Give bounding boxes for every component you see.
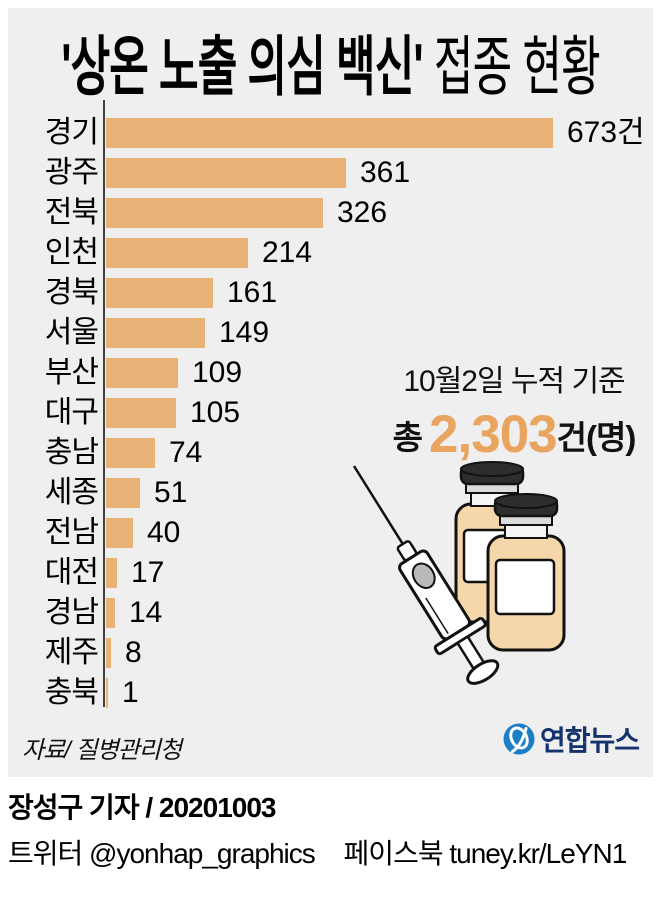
value-label: 326 <box>337 196 388 229</box>
chart-row: 광주 361 <box>8 158 653 188</box>
chart-row: 전남 40 <box>8 518 653 548</box>
value-label: 214 <box>262 236 313 269</box>
title-rest: 접종 현황 <box>422 30 601 104</box>
total-value: 2,303 <box>429 405 558 464</box>
bar <box>106 238 248 268</box>
value-label: 40 <box>147 516 181 549</box>
bar <box>106 438 155 468</box>
syringe-icon <box>352 465 500 685</box>
region-label: 전남 <box>44 516 99 549</box>
chart-row: 충남 74 <box>8 438 653 468</box>
chart-row: 경북 161 <box>8 278 653 308</box>
bar <box>106 678 108 708</box>
value-label: 361 <box>360 156 411 189</box>
total-annotation: 10월2일 누적 기준 총 2,303 건(명) <box>368 356 653 465</box>
chart-row: 대전 17 <box>8 558 653 588</box>
bar <box>106 158 346 188</box>
region-label: 광주 <box>44 156 99 189</box>
yonhap-globe-icon <box>503 723 535 755</box>
value-label: 74 <box>169 436 203 469</box>
chart-row: 세종 51 <box>8 478 653 508</box>
bar <box>106 478 140 508</box>
region-label: 충북 <box>44 676 99 709</box>
value-label: 8 <box>125 636 142 669</box>
bar <box>106 118 553 148</box>
vial-icon <box>486 493 566 652</box>
title-quoted: '상온 노출 의심 백신' <box>61 30 423 104</box>
chart-row: 인천 214 <box>8 238 653 268</box>
region-label: 부산 <box>44 356 99 389</box>
chart-axis-line <box>103 100 105 707</box>
footer-social: 트위터 @yonhap_graphics 페이스북 tuney.kr/LeYN1 <box>8 832 628 872</box>
value-label: 105 <box>190 396 241 429</box>
footer-facebook: 페이스북 tuney.kr/LeYN1 <box>343 838 628 869</box>
value-label: 1 <box>122 676 139 709</box>
syringe-vials-illustration <box>352 461 566 685</box>
chart-row: 전북 326 <box>8 198 653 228</box>
total-suffix: 건(명) <box>556 418 637 456</box>
bar <box>106 598 115 628</box>
chart-row: 경남 14 <box>8 598 653 628</box>
region-label: 인천 <box>44 236 99 269</box>
region-label: 대전 <box>44 556 99 589</box>
bar <box>106 558 117 588</box>
chart-row: 대구 105 <box>8 398 653 428</box>
value-label: 149 <box>219 316 270 349</box>
region-label: 대구 <box>44 396 99 429</box>
value-label: 673건 <box>567 116 645 149</box>
bar <box>106 398 176 428</box>
chart-row: 경기 673건 <box>8 118 653 148</box>
bar <box>106 518 133 548</box>
logo-wordmark: 연합뉴스 <box>540 725 640 756</box>
byline: 장성구 기자 / 20201003 <box>8 792 276 823</box>
value-label: 17 <box>131 556 165 589</box>
region-label: 서울 <box>44 316 99 349</box>
footer-twitter: 트위터 @yonhap_graphics <box>8 838 316 869</box>
region-label: 충남 <box>44 436 99 469</box>
bar <box>106 358 178 388</box>
chart-row: 충북 1 <box>8 678 653 708</box>
region-label: 전북 <box>44 196 99 229</box>
bar <box>106 278 213 308</box>
annotation-total: 총 2,303 건(명) <box>368 404 653 465</box>
bar <box>106 318 205 348</box>
yonhap-logo: 연합뉴스 <box>503 719 640 759</box>
bar <box>106 638 111 668</box>
chart-row: 부산 109 <box>8 358 653 388</box>
annotation-date: 10월2일 누적 기준 <box>403 365 625 398</box>
total-prefix: 총 <box>392 418 423 456</box>
region-label: 경남 <box>44 596 99 629</box>
value-label: 51 <box>154 476 188 509</box>
region-label: 제주 <box>44 636 99 669</box>
value-label: 161 <box>227 276 278 309</box>
chart-row: 제주 8 <box>8 638 653 668</box>
region-label: 경기 <box>44 116 99 149</box>
region-label: 경북 <box>44 276 99 309</box>
region-label: 세종 <box>44 476 99 509</box>
value-label: 109 <box>192 356 243 389</box>
chart-row: 서울 149 <box>8 318 653 348</box>
bar <box>106 198 323 228</box>
page-title: '상온 노출 의심 백신' 접종 현황 <box>53 30 608 104</box>
value-label: 14 <box>129 596 163 629</box>
source-note: 자료/ 질병관리청 <box>22 737 182 764</box>
